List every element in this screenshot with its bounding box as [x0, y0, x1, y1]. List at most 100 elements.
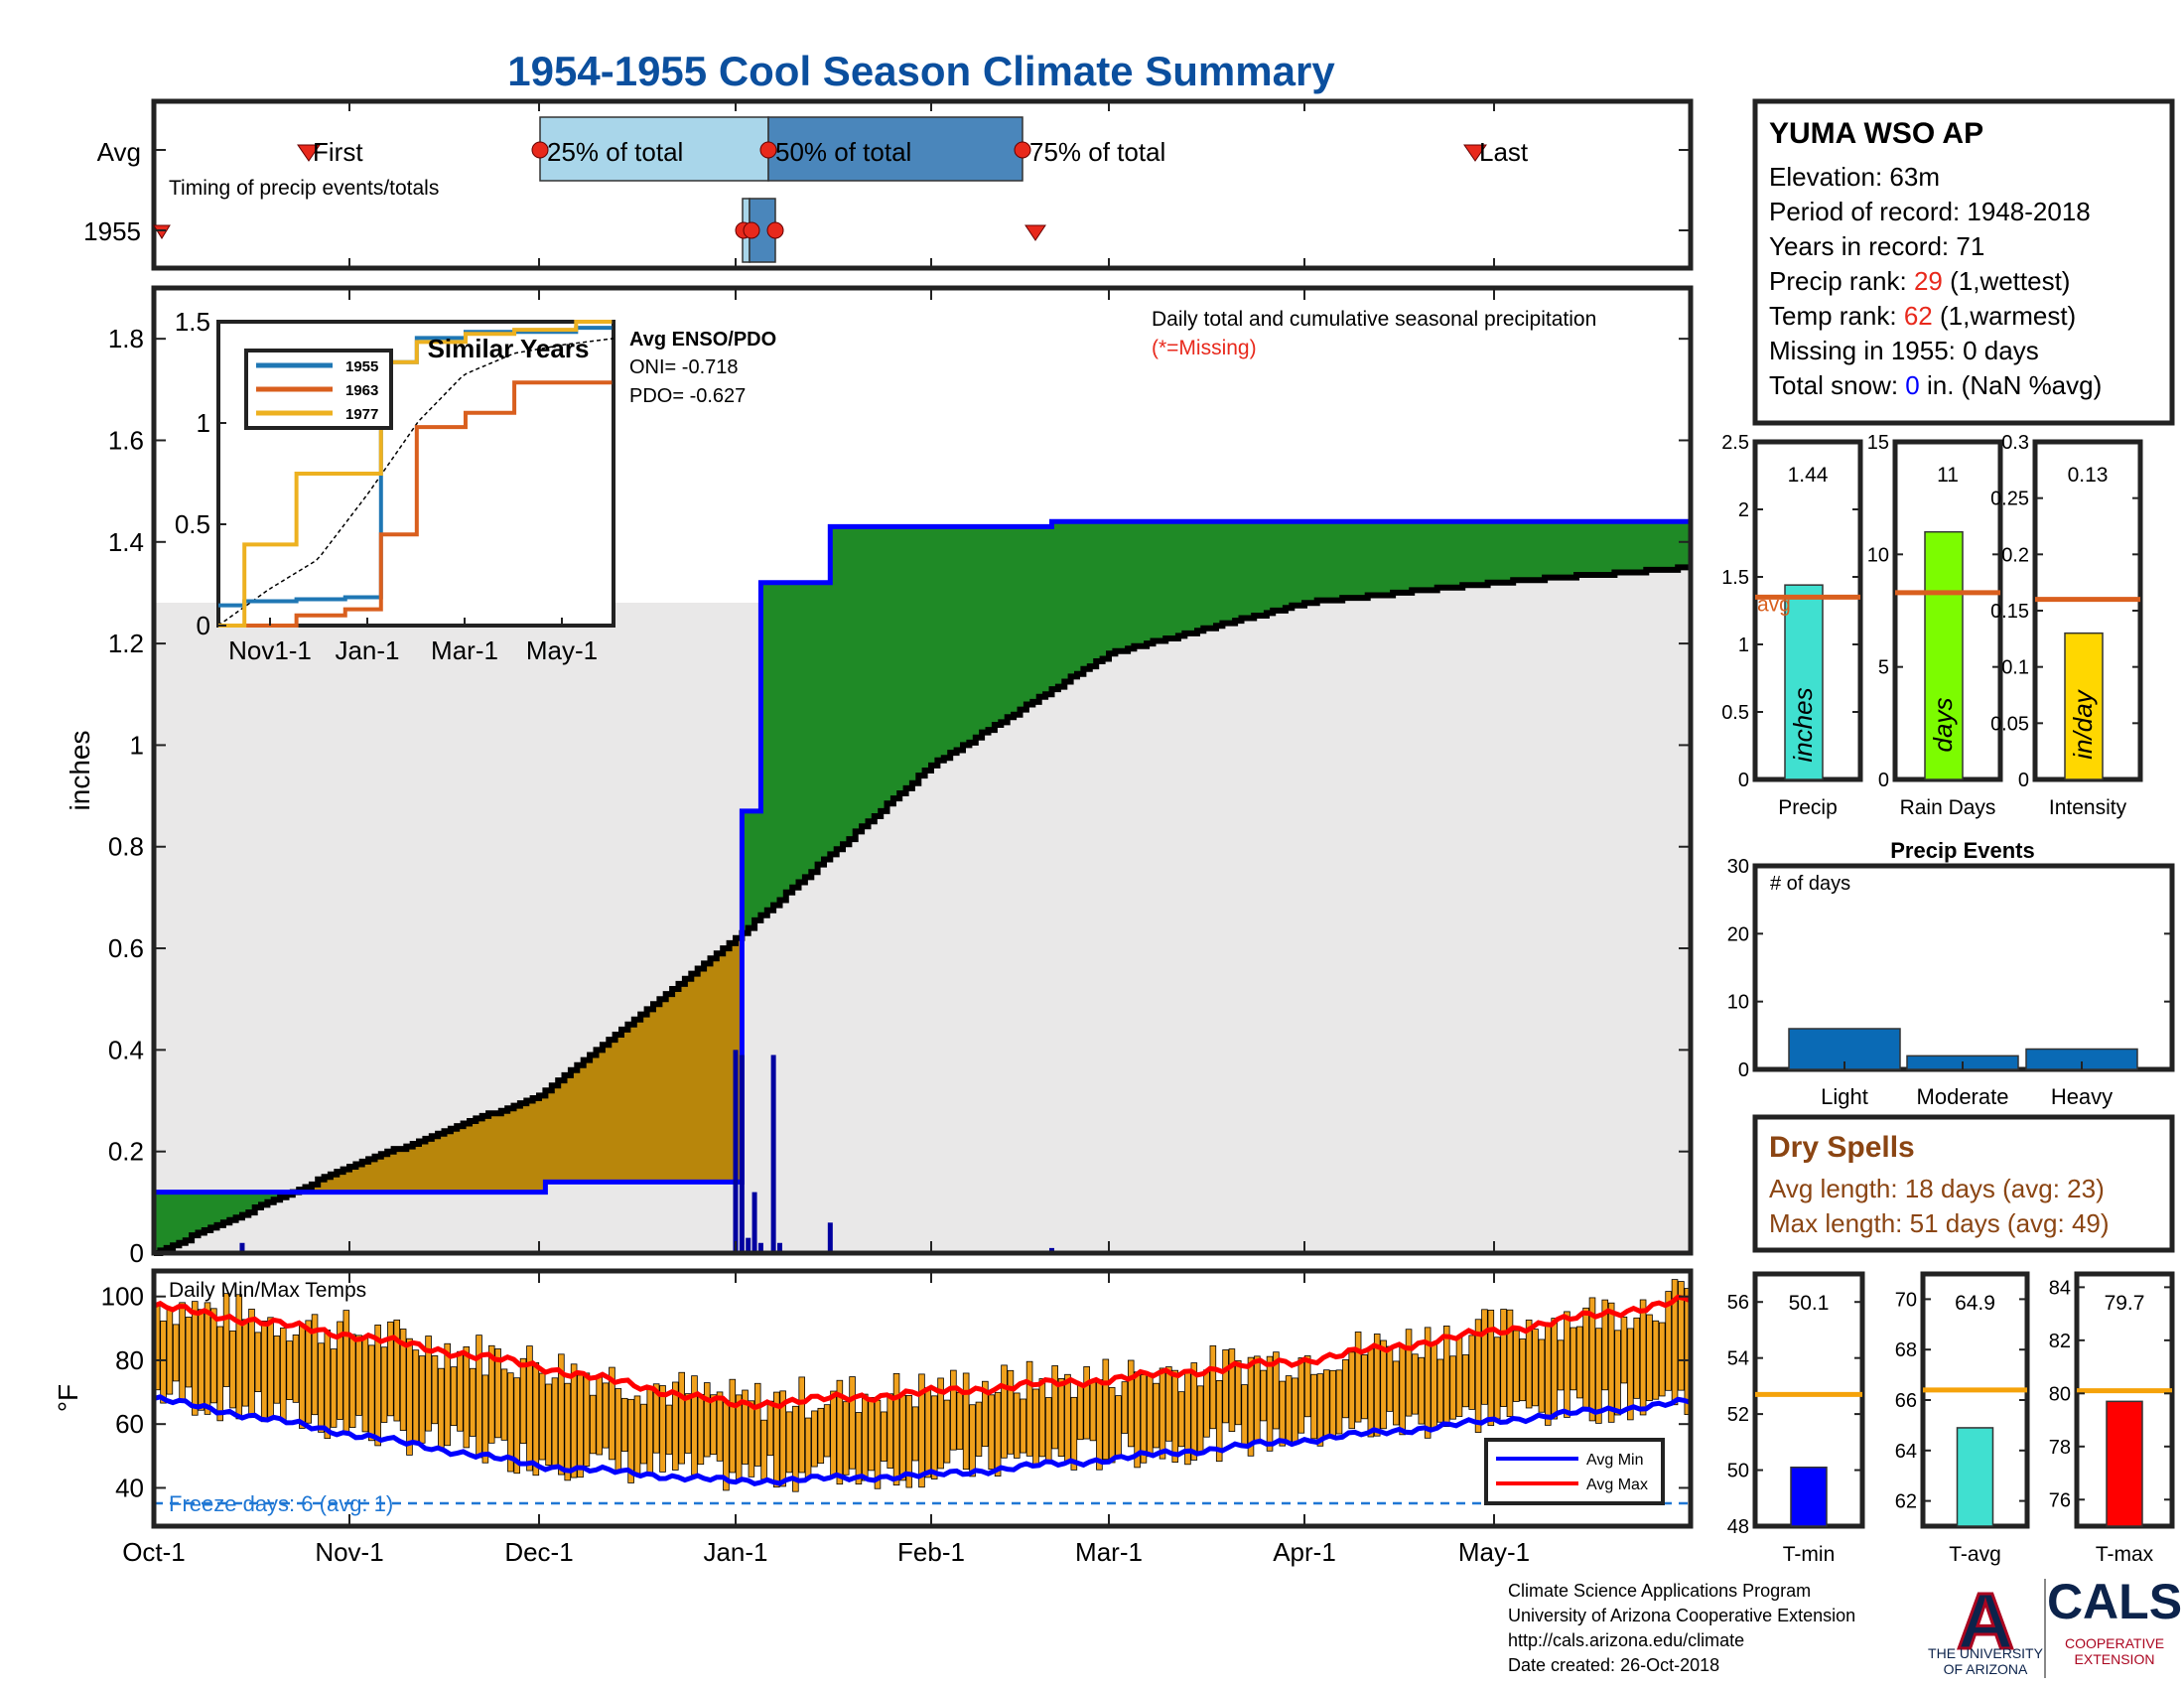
- daily-temp-bar: [393, 1319, 401, 1422]
- daily-temp-bar: [583, 1372, 591, 1467]
- daily-temp-bar: [823, 1404, 831, 1458]
- daily-temp-bar: [1620, 1316, 1628, 1384]
- xtick-label: Dec-1: [504, 1537, 573, 1567]
- daily-temp-bar: [279, 1328, 287, 1422]
- daily-temp-bar: [463, 1345, 471, 1449]
- daily-precip-bar: [827, 1222, 833, 1253]
- daily-temp-bar: [1323, 1369, 1330, 1439]
- daily-temp-bar: [538, 1372, 546, 1461]
- daily-temp-bar: [1449, 1355, 1456, 1420]
- daily-temp-bar: [1361, 1354, 1368, 1420]
- daily-temp-bar: [1588, 1297, 1596, 1422]
- precip-bar-value: 11: [1937, 464, 1959, 487]
- temp-panel-ytick: 78: [2049, 1437, 2071, 1459]
- daily-temp-bar: [1424, 1327, 1432, 1439]
- legend-1955: 1955: [345, 358, 378, 375]
- xtick-label: Mar-1: [1075, 1537, 1143, 1567]
- temp-bar-label: T-min: [1783, 1543, 1836, 1566]
- inset-xtick-label: May-1: [526, 635, 598, 665]
- temp-bar-label: T-max: [2096, 1543, 2154, 1566]
- daily-temp-bar: [596, 1376, 603, 1456]
- daily-temp-bar: [564, 1382, 572, 1481]
- similar-years-inset: 0 0.5 1 1.5 Nov1-1 Jan-1 Mar-1 May-1 Similar Ye…: [175, 307, 615, 665]
- daily-temp-bar: [1506, 1309, 1514, 1418]
- temp-panel-ytick: 82: [2049, 1331, 2071, 1352]
- daily-temp-bar: [1044, 1397, 1052, 1464]
- daily-temp-bar: [425, 1336, 432, 1432]
- temp-ytick-label: 80: [115, 1345, 144, 1375]
- station-elevation: Elevation: 63m: [1769, 162, 1940, 192]
- inset-ytick-label: 1.5: [175, 307, 210, 337]
- precip-panel-ytick: 5: [1878, 657, 1889, 679]
- daily-temp-bar: [1367, 1348, 1375, 1438]
- daily-temp-bar: [469, 1367, 477, 1437]
- daily-temp-bar: [1222, 1349, 1229, 1424]
- daily-temp-bar: [418, 1355, 426, 1444]
- dry-spells-title: Dry Spells: [1769, 1131, 1915, 1164]
- daily-temp-bar: [1115, 1395, 1122, 1459]
- daily-temp-bar: [1575, 1326, 1583, 1399]
- daily-temp-bar: [684, 1393, 692, 1454]
- daily-temp-bar: [1014, 1392, 1021, 1459]
- daily-temp-bar: [773, 1391, 780, 1488]
- daily-temp-bar: [1241, 1384, 1248, 1448]
- svg-text:CALS: CALS: [2047, 1574, 2182, 1629]
- precip-panel-ytick: 0.1: [2001, 657, 2029, 679]
- daily-temp-bar: [342, 1310, 350, 1434]
- dry-spells-box: Dry Spells Avg length: 18 days (avg: 23)…: [1752, 1114, 2175, 1253]
- temp-panel-ytick: 48: [1727, 1516, 1749, 1538]
- daily-temp-bar: [1557, 1339, 1565, 1391]
- precip-summary-bars: 1.44 inches Precip 0 0.5 1 1.5 2 2.5 avg 11 days Rai…: [1721, 432, 2143, 819]
- daily-temp-bar: [260, 1321, 268, 1423]
- daily-temp-bar: [254, 1332, 262, 1392]
- temp-panel-ytick: 70: [1895, 1289, 1917, 1311]
- precip-panel-ytick: 0.3: [2001, 432, 2029, 454]
- daily-temp-bar: [305, 1320, 312, 1424]
- main-ytick-label: 1.4: [108, 527, 144, 557]
- daily-temp-bar: [1254, 1355, 1261, 1445]
- daily-temp-bar: [614, 1388, 622, 1472]
- temps-legend: [1484, 1438, 1665, 1505]
- daily-temp-bar: [1310, 1373, 1317, 1440]
- first-marker-icon: [297, 144, 321, 162]
- daily-temp-bar: [438, 1367, 445, 1449]
- daily-temp-bar: [229, 1330, 236, 1409]
- daily-temp-bar: [1551, 1318, 1558, 1420]
- temp-panel-ytick: 54: [1727, 1348, 1749, 1370]
- footer: Climate Science Applications Program Uni…: [1508, 1574, 2182, 1678]
- daily-temp-bar: [849, 1376, 856, 1470]
- precip-bar-unit: in/day: [2068, 688, 2098, 759]
- daily-temp-bar: [1481, 1309, 1488, 1405]
- daily-temp-bar: [881, 1411, 887, 1462]
- station-missing: Missing in 1955: 0 days: [1769, 336, 2039, 365]
- daily-temp-bar: [1500, 1309, 1507, 1407]
- precip-bar-unit: inches: [1788, 687, 1818, 762]
- svg-text:EXTENSION: EXTENSION: [2075, 1651, 2155, 1667]
- daily-temp-bar: [1076, 1383, 1084, 1441]
- daily-temp-bar: [1177, 1391, 1185, 1448]
- daily-temp-bar: [779, 1390, 786, 1487]
- footer-url: http://cals.arizona.edu/climate: [1508, 1630, 1744, 1650]
- precip-bar-panel-intensity: 0.13 in/day Intensity 0 0.05 0.1 0.15 0.2 0.25 0.…: [1990, 432, 2143, 819]
- daily-temp-bar: [1147, 1372, 1154, 1458]
- daily-temp-bar: [861, 1393, 869, 1481]
- daily-temp-bar: [937, 1377, 944, 1470]
- daily-temp-bar: [235, 1294, 243, 1420]
- daily-temp-bar: [1032, 1388, 1039, 1467]
- daily-temp-bar: [1582, 1307, 1589, 1411]
- daily-temp-bar: [1418, 1356, 1426, 1425]
- freeze-days: Freeze days: 6 (avg: 1): [169, 1491, 393, 1516]
- daily-temp-bar: [507, 1372, 514, 1473]
- daily-temp-bar: [222, 1293, 230, 1387]
- daily-temp-bar: [1025, 1360, 1033, 1457]
- daily-temp-bar: [380, 1346, 388, 1423]
- daily-temp-bar: [830, 1390, 837, 1477]
- daily-temp-bar: [950, 1369, 957, 1451]
- precip-panel-ytick: 0: [1878, 770, 1889, 791]
- daily-temp-bar: [1665, 1291, 1672, 1391]
- temp-panel-ytick: 76: [2049, 1489, 2071, 1511]
- daily-temp-bar: [753, 1382, 761, 1467]
- temp-bar-panel-t-avg: 64.9 T-avg 62 64 66 68 70: [1895, 1271, 2030, 1566]
- events-ylabel: # of days: [1770, 873, 1850, 895]
